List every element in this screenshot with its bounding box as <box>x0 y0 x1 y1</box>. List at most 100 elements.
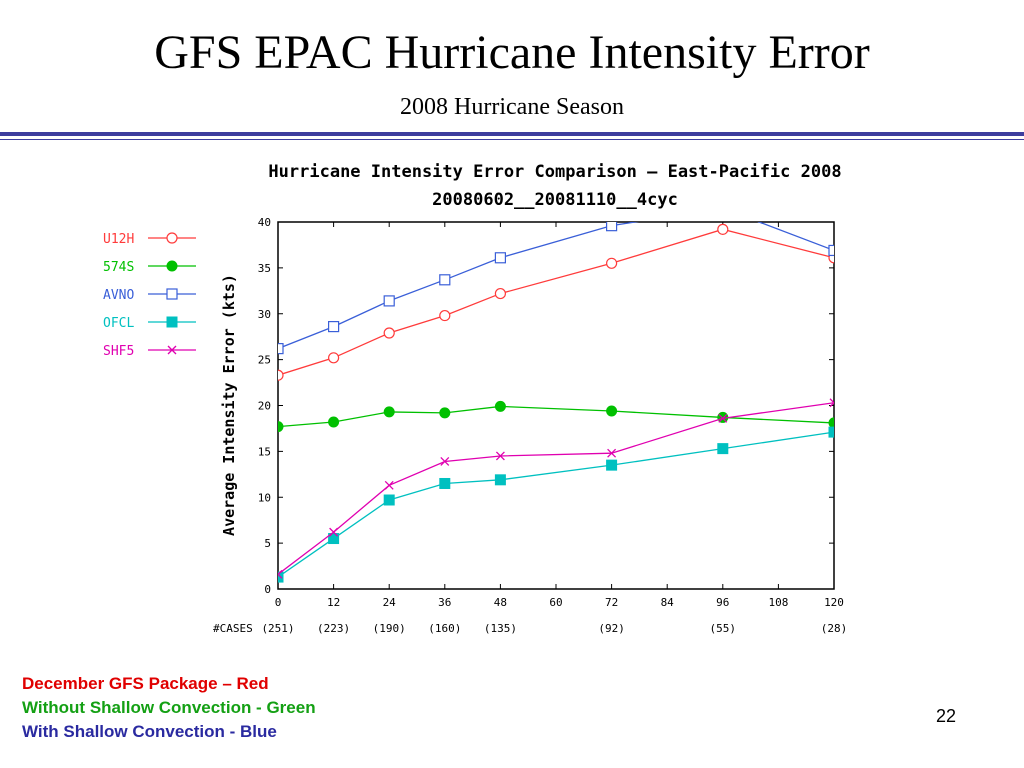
title-divider-thin <box>0 139 1024 140</box>
x-tick-label: 96 <box>716 596 729 609</box>
data-point-shf5 <box>829 398 834 408</box>
x-tick-label: 108 <box>768 596 788 609</box>
x-marker-stroke <box>495 451 505 461</box>
cases-count: (55) <box>710 622 737 635</box>
cases-count: (251) <box>261 622 294 635</box>
legend-label-avno: AVNO <box>103 288 134 303</box>
legend-marker-u12h <box>166 232 178 244</box>
y-tick-label: 35 <box>258 262 271 275</box>
legend-label-u12h: U12H <box>103 232 134 247</box>
data-point-shf5 <box>607 448 617 458</box>
x-marker-stroke <box>278 569 283 576</box>
chart-subtitle: 20080602__20081110__4cyc <box>432 190 678 210</box>
series-line-574s <box>278 405 834 428</box>
x-marker-stroke <box>278 573 283 579</box>
x-marker-stroke <box>167 345 177 355</box>
data-point-shf5 <box>495 451 505 461</box>
data-point-ofcl <box>828 426 834 438</box>
data-point-shf5 <box>384 480 394 490</box>
legend-label-ofcl: OFCL <box>103 316 134 331</box>
y-tick-label: 15 <box>258 445 271 458</box>
x-tick-label: 12 <box>327 596 340 609</box>
data-point-574s <box>828 417 834 429</box>
data-point-ofcl <box>494 474 506 486</box>
legend-label-574s: 574S <box>103 260 134 275</box>
series-line-avno <box>278 222 834 350</box>
data-point-u12h <box>328 352 340 364</box>
plot-frame <box>277 221 835 590</box>
legend-label-shf5: SHF5 <box>103 344 134 359</box>
data-point-574s <box>383 406 395 418</box>
x-tick-label: 24 <box>383 596 397 609</box>
note-line-red: December GFS Package – Red <box>22 674 269 693</box>
note-line-blue: With Shallow Convection - Blue <box>22 722 277 741</box>
y-tick-label: 10 <box>258 491 271 504</box>
data-point-avno <box>278 343 284 355</box>
y-tick-label: 25 <box>258 354 271 367</box>
cases-count: (92) <box>598 622 625 635</box>
cases-count: (190) <box>373 622 406 635</box>
x-marker-stroke <box>607 448 617 458</box>
slide-subtitle: 2008 Hurricane Season <box>400 94 624 120</box>
x-marker-stroke <box>718 413 728 423</box>
cases-count: (28) <box>821 622 848 635</box>
title-divider-thick <box>0 132 1024 136</box>
data-point-u12h <box>383 327 395 339</box>
plot-area <box>278 203 834 583</box>
series-line-ofcl <box>278 431 834 578</box>
note-line-green: Without Shallow Convection - Green <box>22 698 316 717</box>
x-marker-stroke <box>829 401 834 408</box>
data-point-u12h <box>717 223 729 235</box>
data-point-shf5 <box>718 413 728 423</box>
page-number: 22 <box>936 706 957 726</box>
data-point-u12h <box>278 369 284 381</box>
data-point-u12h <box>439 309 451 322</box>
series-line-u12h <box>278 228 834 376</box>
data-point-ofcl <box>606 459 618 471</box>
cases-count: (135) <box>484 622 517 635</box>
x-tick-label: 72 <box>605 596 618 609</box>
y-axis-label: Average Intensity Error (kts) <box>220 274 238 536</box>
x-tick-label: 60 <box>549 596 562 609</box>
data-point-shf5 <box>278 569 283 579</box>
data-point-avno <box>718 203 728 213</box>
legend-marker-574s <box>166 260 178 272</box>
data-point-574s <box>494 400 506 412</box>
chart-title: Hurricane Intensity Error Comparison – E… <box>268 162 841 182</box>
slide-title: GFS EPAC Hurricane Intensity Error <box>154 26 870 79</box>
data-point-574s <box>278 421 284 433</box>
y-tick-label: 20 <box>258 400 271 413</box>
x-tick-label: 36 <box>438 596 451 609</box>
data-point-u12h <box>605 257 618 269</box>
data-point-574s <box>606 405 618 417</box>
y-tick-label: 5 <box>264 537 271 550</box>
x-tick-label: 120 <box>824 596 844 609</box>
data-point-ofcl <box>383 494 395 506</box>
x-tick-label: 48 <box>494 596 507 609</box>
data-point-avno <box>494 252 506 264</box>
data-point-ofcl <box>328 533 340 545</box>
y-tick-label: 30 <box>258 308 271 321</box>
x-marker-stroke <box>329 527 339 537</box>
x-marker-stroke <box>384 480 394 490</box>
y-tick-label: 40 <box>258 216 271 229</box>
data-point-ofcl <box>439 477 451 489</box>
notes-block: December GFS Package – Red Without Shall… <box>22 672 316 744</box>
data-point-avno <box>439 274 451 286</box>
data-point-shf5 <box>329 527 339 537</box>
legend-marker-avno <box>166 288 178 300</box>
data-point-ofcl <box>717 443 729 455</box>
x-marker-stroke <box>829 398 834 404</box>
data-point-shf5 <box>440 457 450 466</box>
x-marker-stroke <box>440 457 450 466</box>
data-point-574s <box>439 407 451 419</box>
data-point-avno <box>605 222 618 232</box>
data-point-574s <box>328 416 340 428</box>
legend-marker-ofcl <box>166 316 178 328</box>
cases-count: (160) <box>428 622 461 635</box>
data-point-avno <box>383 295 395 307</box>
x-tick-label: 84 <box>661 596 675 609</box>
data-point-u12h <box>494 287 506 300</box>
cases-count: (223) <box>317 622 350 635</box>
